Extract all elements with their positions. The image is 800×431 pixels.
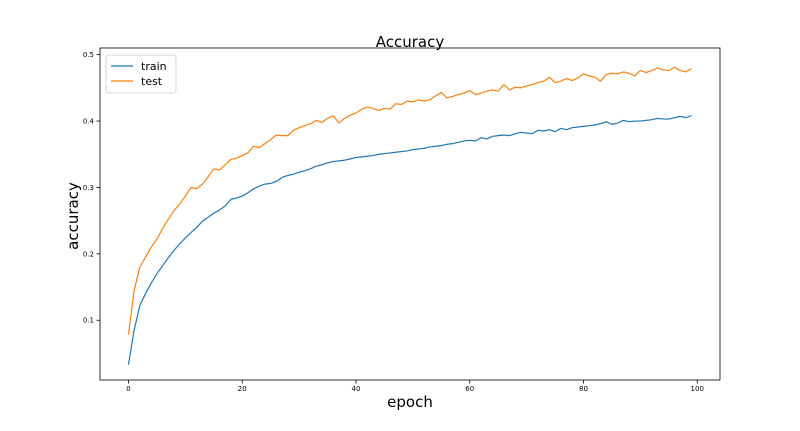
y-tick-label: 0.2 — [83, 250, 94, 258]
chart-title: Accuracy — [376, 33, 445, 51]
y-axis-label: accuracy — [64, 182, 82, 250]
x-tick-label: 0 — [126, 385, 130, 393]
x-tick-label: 60 — [465, 385, 474, 393]
legend: train test — [105, 54, 177, 94]
x-tick-label: 100 — [691, 385, 704, 393]
series-line-test — [127, 66, 692, 335]
x-tick-label: 80 — [579, 385, 588, 393]
y-tick-label: 0.4 — [83, 118, 95, 126]
series-lines — [127, 66, 692, 365]
y-tick-label: 0.5 — [83, 51, 94, 59]
legend-label-train: train — [141, 60, 167, 73]
y-axis-ticks: 0.1 0.2 0.3 0.4 0.5 — [83, 51, 100, 325]
series-line-train — [127, 115, 692, 365]
plot-area-frame — [99, 47, 721, 381]
x-axis-label: epoch — [387, 393, 433, 411]
legend-label-test: test — [141, 75, 163, 88]
x-tick-label: 20 — [238, 385, 247, 393]
x-axis-ticks: 0 20 40 60 80 100 — [126, 380, 704, 393]
x-tick-label: 40 — [352, 385, 361, 393]
y-tick-label: 0.3 — [83, 184, 94, 192]
legend-box — [105, 54, 177, 94]
y-tick-label: 0.1 — [83, 317, 94, 325]
